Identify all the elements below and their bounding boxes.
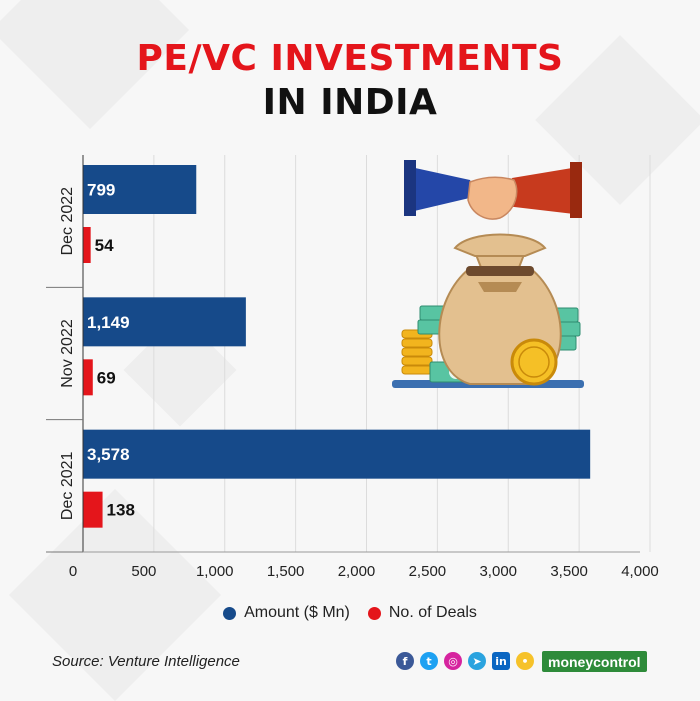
chart-legend: Amount ($ Mn) No. of Deals — [0, 604, 700, 622]
bar-amount — [83, 429, 591, 479]
rupee-coin — [510, 338, 558, 386]
legend-item-amount: Amount ($ Mn) — [223, 604, 350, 622]
source-note: Source: Venture Intelligence — [52, 653, 240, 670]
instagram-icon[interactable]: ◎ — [444, 652, 462, 670]
x-tick-label: 0 — [69, 563, 77, 580]
x-tick-label: 4,000 — [621, 563, 659, 580]
handshake-sleeve-left — [406, 166, 478, 212]
handshake-hands — [467, 176, 518, 220]
coin-stack-left — [401, 329, 433, 375]
category-label: Dec 2022 — [59, 187, 76, 256]
x-tick-label: 1,500 — [267, 563, 305, 580]
facebook-icon[interactable]: f — [396, 652, 414, 670]
x-tick-label: 2,000 — [338, 563, 376, 580]
x-tick-label: 3,500 — [550, 563, 588, 580]
data-label-deals: 138 — [107, 501, 135, 520]
bar-deals — [83, 359, 93, 396]
chart-title-line2: IN INDIA — [262, 82, 438, 123]
x-tick-label: 2,500 — [409, 563, 447, 580]
data-label-amount: 799 — [87, 181, 115, 200]
koo-icon[interactable]: • — [516, 652, 534, 670]
legend-swatch-deals — [367, 606, 381, 620]
money-bag-illustration — [392, 160, 584, 388]
legend-label-deals: No. of Deals — [388, 604, 477, 621]
bar-amount — [83, 297, 246, 347]
legend-label-amount: Amount ($ Mn) — [244, 604, 350, 621]
grid-lines — [153, 155, 651, 552]
data-label-amount: 3,578 — [87, 445, 130, 464]
handshake-sleeve-right — [506, 168, 574, 214]
bar-deals — [83, 227, 91, 263]
x-tick-label: 500 — [131, 563, 156, 580]
category-label: Nov 2022 — [59, 319, 76, 388]
legend-item-deals: No. of Deals — [367, 604, 477, 622]
linkedin-icon[interactable]: in — [492, 652, 510, 670]
bar-deals — [83, 491, 103, 528]
chart-title-line1: PE/VC INVESTMENTS — [136, 38, 564, 79]
legend-swatch-amount — [223, 606, 237, 620]
x-tick-label: 3,000 — [479, 563, 517, 580]
social-icons: f t ◎ ➤ in • — [396, 652, 534, 670]
data-label-deals: 69 — [97, 368, 116, 387]
brand-logo: moneycontrol — [542, 651, 647, 672]
category-label: Dec 2021 — [59, 451, 76, 520]
x-tick-label: 1,000 — [196, 563, 234, 580]
twitter-icon[interactable]: t — [420, 652, 438, 670]
bar-amount — [83, 165, 197, 214]
telegram-icon[interactable]: ➤ — [468, 652, 486, 670]
data-label-amount: 1,149 — [87, 313, 130, 332]
data-label-deals: 54 — [95, 236, 114, 255]
